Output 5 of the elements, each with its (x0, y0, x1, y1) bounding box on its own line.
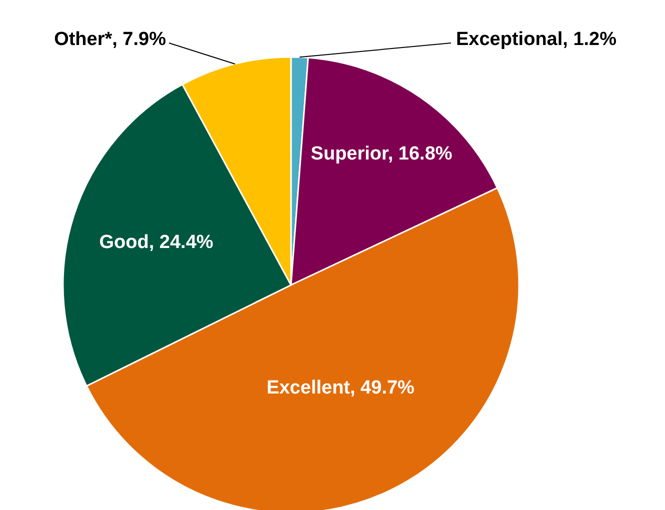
slice-label: Good, 24.4% (99, 232, 214, 254)
slice-label: Superior, 16.8% (310, 144, 452, 165)
slice-label: Excellent, 49.7% (266, 378, 415, 399)
slice-label: Other*, 7.9% (54, 29, 166, 50)
slice-label: Exceptional, 1.2% (456, 29, 617, 50)
